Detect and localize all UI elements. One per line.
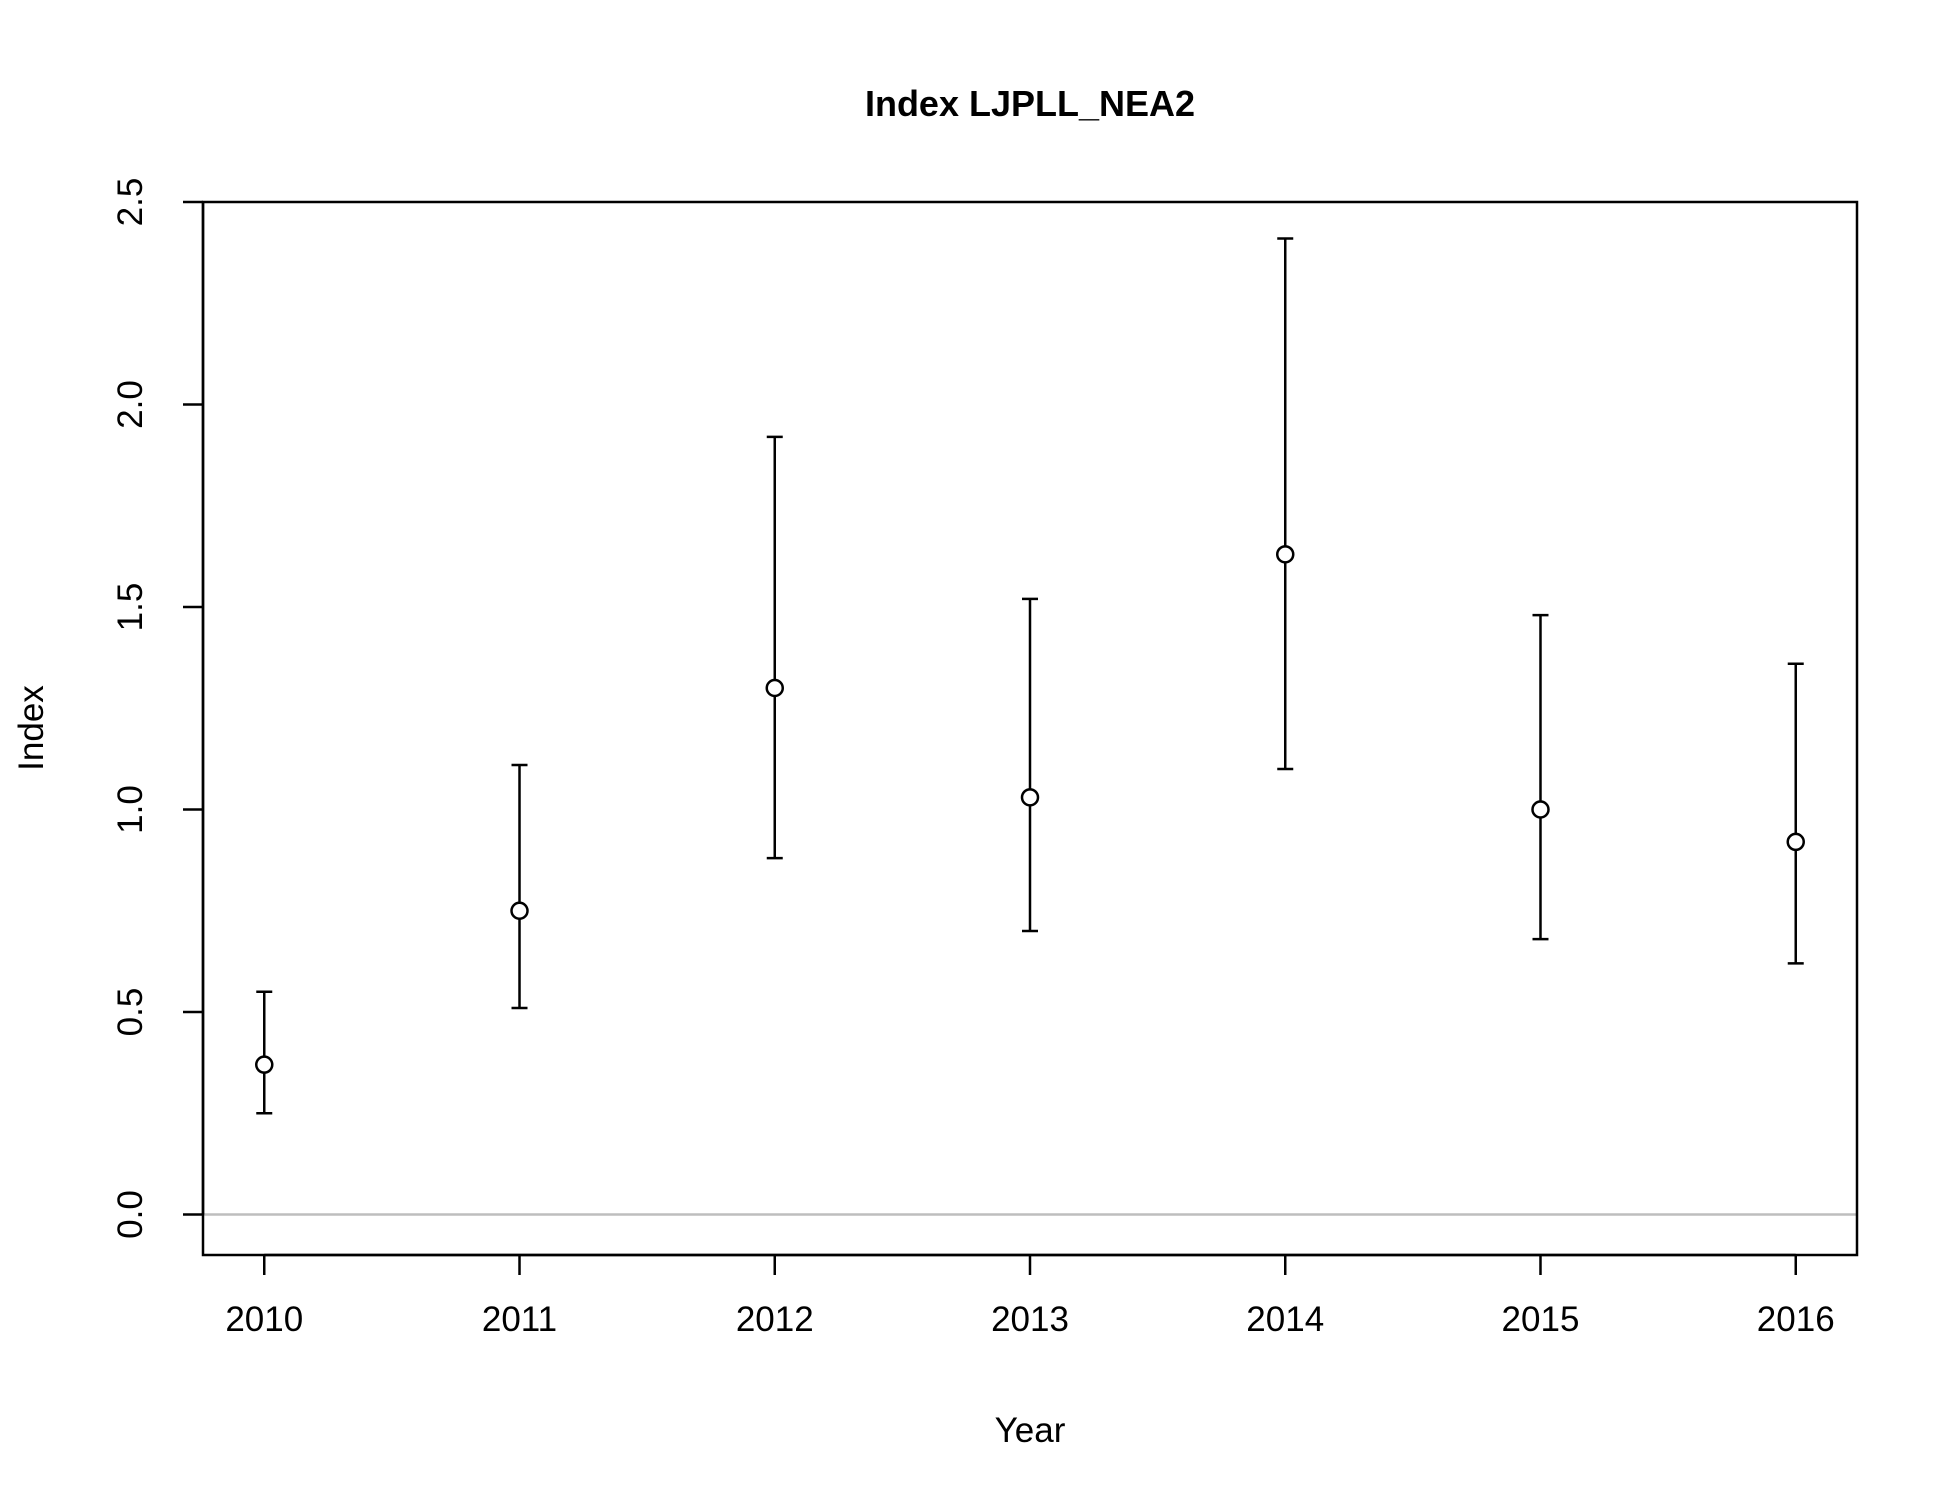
y-tick-label: 2.0 — [111, 380, 150, 429]
x-tick-label: 2011 — [482, 1300, 557, 1339]
x-tick-label: 2015 — [1502, 1300, 1580, 1339]
y-tick-label: 2.5 — [111, 178, 150, 227]
data-point — [1275, 545, 1295, 564]
data-point — [255, 1055, 274, 1074]
y-axis-label: Index — [12, 685, 51, 771]
x-axis-label: Year — [995, 1411, 1066, 1450]
y-tick-label: 0.0 — [111, 1190, 150, 1239]
x-tick-label: 2014 — [1246, 1300, 1324, 1339]
chart-title: Index LJPLL_NEA2 — [865, 83, 1195, 124]
x-tick-label: 2010 — [225, 1300, 303, 1339]
x-tick-label: 2012 — [736, 1300, 814, 1339]
x-tick-label: 2016 — [1757, 1300, 1835, 1339]
data-point — [1020, 788, 1040, 807]
y-tick-label: 1.5 — [111, 583, 150, 632]
y-tick-label: 0.5 — [111, 988, 150, 1037]
data-point — [1531, 800, 1550, 819]
plot-area: 2010 2011 2012 2013 2014 2015 2016 0.0 0.5 1.0 1.5… — [111, 178, 1859, 1339]
data-point — [1786, 832, 1805, 852]
data-point — [510, 901, 529, 920]
data-point — [765, 678, 785, 698]
x-tick-label: 2013 — [991, 1300, 1069, 1339]
y-tick-label: 1.0 — [111, 785, 150, 834]
